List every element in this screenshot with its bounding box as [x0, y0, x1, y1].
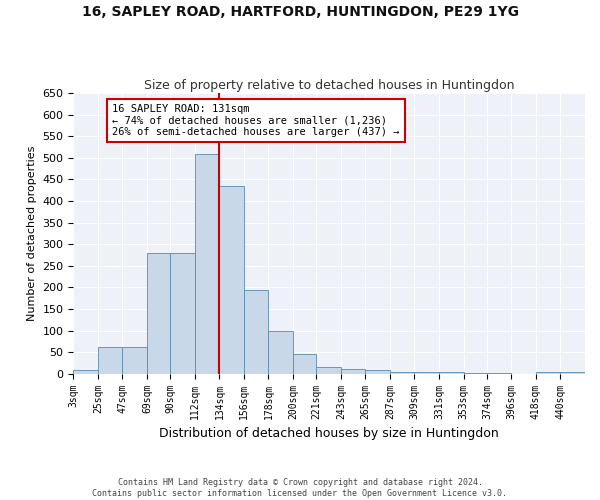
Bar — [415, 372, 439, 374]
Text: Contains HM Land Registry data © Crown copyright and database right 2024.
Contai: Contains HM Land Registry data © Crown c… — [92, 478, 508, 498]
Bar — [244, 290, 268, 374]
Bar — [293, 354, 316, 374]
Y-axis label: Number of detached properties: Number of detached properties — [27, 146, 37, 321]
Bar — [98, 346, 122, 374]
Bar — [73, 370, 98, 374]
Bar — [268, 330, 293, 374]
Bar — [220, 186, 244, 374]
Text: 16 SAPLEY ROAD: 131sqm
← 74% of detached houses are smaller (1,236)
26% of semi-: 16 SAPLEY ROAD: 131sqm ← 74% of detached… — [112, 104, 400, 137]
Text: 16, SAPLEY ROAD, HARTFORD, HUNTINGDON, PE29 1YG: 16, SAPLEY ROAD, HARTFORD, HUNTINGDON, P… — [82, 5, 518, 19]
Title: Size of property relative to detached houses in Huntingdon: Size of property relative to detached ho… — [144, 79, 514, 92]
Bar — [536, 372, 560, 374]
Bar — [341, 370, 365, 374]
Bar — [439, 372, 464, 374]
Bar — [365, 370, 390, 374]
Bar — [170, 253, 195, 374]
Bar — [195, 154, 220, 374]
Bar — [464, 373, 487, 374]
Bar — [122, 346, 147, 374]
Bar — [390, 372, 415, 374]
Bar — [560, 372, 585, 374]
Bar — [147, 253, 170, 374]
Bar — [316, 367, 341, 374]
X-axis label: Distribution of detached houses by size in Huntingdon: Distribution of detached houses by size … — [160, 427, 499, 440]
